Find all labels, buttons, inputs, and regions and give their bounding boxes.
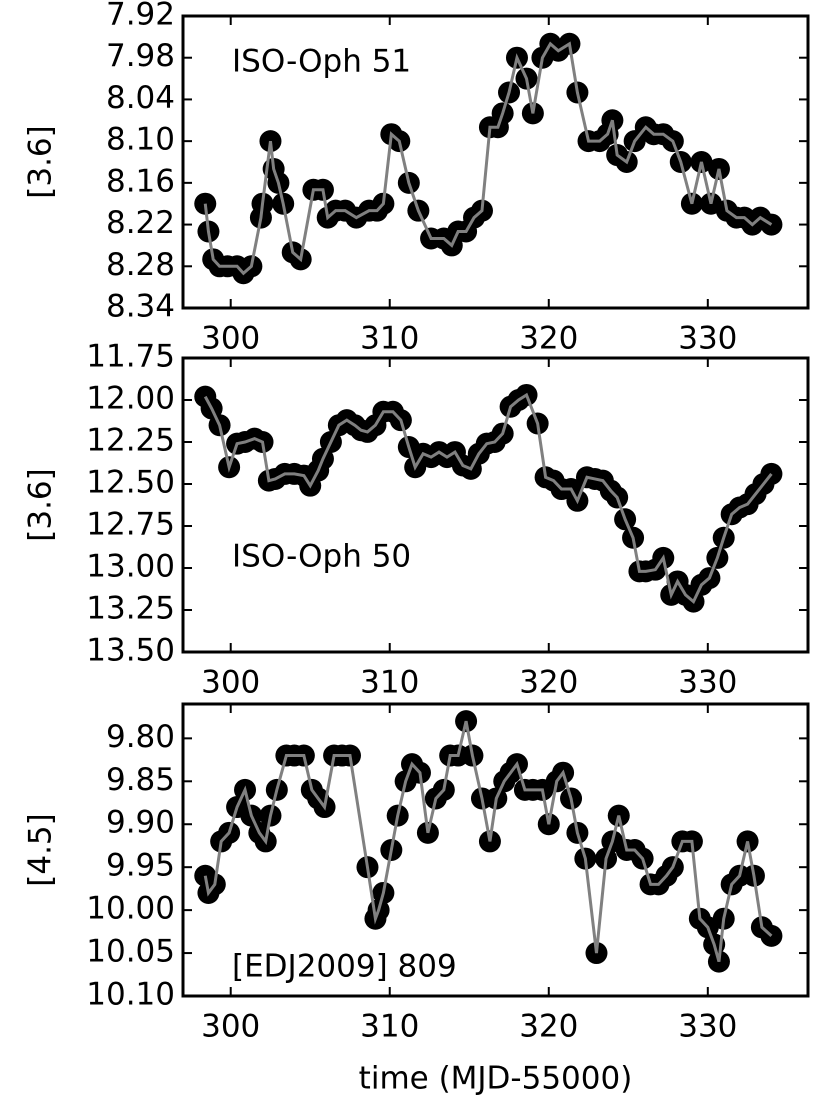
y-tick-label: 8.16 xyxy=(106,163,175,199)
y-tick-label: 8.34 xyxy=(106,289,175,325)
x-axis-label: time (MJD-55000) xyxy=(359,1061,633,1097)
y-tick-label: 12.50 xyxy=(86,465,175,501)
line xyxy=(203,392,773,605)
axes-frame xyxy=(181,702,810,998)
x-tick-label: 310 xyxy=(360,665,419,701)
y-tick-label: 9.95 xyxy=(106,848,175,884)
x-tick-label: 330 xyxy=(678,321,737,357)
x-tick-label: 310 xyxy=(360,321,419,357)
y-tick-label: 12.25 xyxy=(86,423,175,459)
y-tick-label: 7.92 xyxy=(106,0,175,33)
x-tick-label: 320 xyxy=(519,665,578,701)
x-tick-label: 310 xyxy=(360,1009,419,1045)
x-tick-label: 300 xyxy=(201,665,260,701)
y-tick-label: 9.90 xyxy=(106,805,175,841)
y-tick-label: 9.85 xyxy=(106,762,175,798)
x-tick-label: 320 xyxy=(519,321,578,357)
y-tick-label: 13.00 xyxy=(86,549,175,585)
annotation: ISO-Oph 51 xyxy=(232,44,411,80)
axes-frame xyxy=(181,14,810,310)
annotation: ISO-Oph 50 xyxy=(232,539,411,575)
y-axis-label: [4.5] xyxy=(23,813,59,887)
annotation: [EDJ2009] 809 xyxy=(232,949,457,985)
y-tick-label: 7.98 xyxy=(106,38,175,74)
axes-frame xyxy=(181,356,810,654)
x-tick-label: 330 xyxy=(678,665,737,701)
y-tick-label: 13.25 xyxy=(86,591,175,627)
y-tick-label: 13.50 xyxy=(86,633,175,669)
y-tick-label: 9.80 xyxy=(106,719,175,755)
y-tick-label: 8.10 xyxy=(106,122,175,158)
x-tick-label: 320 xyxy=(519,1009,578,1045)
y-tick-label: 8.22 xyxy=(106,205,175,241)
panel: 7.92 7.98 8.04 8.10 8.16 8.22 8.28 8.34 300 310 32… xyxy=(23,0,810,357)
line xyxy=(203,41,773,276)
y-tick-label: 10.10 xyxy=(86,977,175,1013)
y-tick-label: 10.00 xyxy=(86,891,175,927)
y-tick-label: 8.28 xyxy=(106,247,175,283)
y-tick-label: 11.75 xyxy=(86,339,175,375)
panel: 9.80 9.85 9.90 9.95 10.00 10.05 10.10 300 310 320… xyxy=(23,702,810,1097)
panel: 11.75 12.00 12.25 12.50 12.75 13.00 13.25 13.50… xyxy=(23,339,810,701)
x-tick-label: 300 xyxy=(201,1009,260,1045)
y-tick-label: 8.04 xyxy=(106,80,175,116)
y-axis-label: [3.6] xyxy=(23,468,59,542)
y-axis-label: [3.6] xyxy=(23,125,59,199)
x-tick-label: 300 xyxy=(201,321,260,357)
y-tick-label: 12.75 xyxy=(86,507,175,543)
line xyxy=(203,720,773,963)
y-tick-label: 10.05 xyxy=(86,934,175,970)
y-tick-label: 12.00 xyxy=(86,381,175,417)
x-tick-label: 330 xyxy=(678,1009,737,1045)
